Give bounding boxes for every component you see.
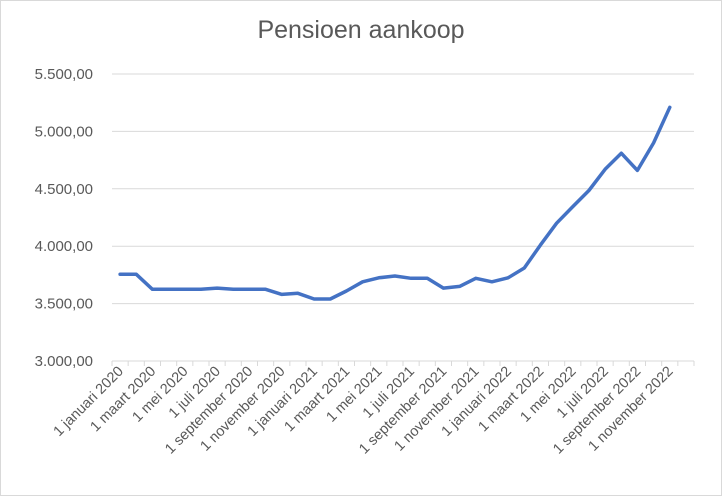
chart-title: Pensioen aankoop bbox=[257, 16, 465, 44]
y-tick-label: 3.000,00 bbox=[35, 353, 93, 370]
series-line bbox=[118, 105, 672, 301]
y-tick-label: 5.500,00 bbox=[35, 66, 93, 83]
y-tick-label: 4.500,00 bbox=[35, 181, 93, 198]
y-tick-label: 4.000,00 bbox=[35, 238, 93, 255]
y-tick-label: 5.000,00 bbox=[35, 123, 93, 140]
y-tick-label: 3.500,00 bbox=[35, 296, 93, 313]
